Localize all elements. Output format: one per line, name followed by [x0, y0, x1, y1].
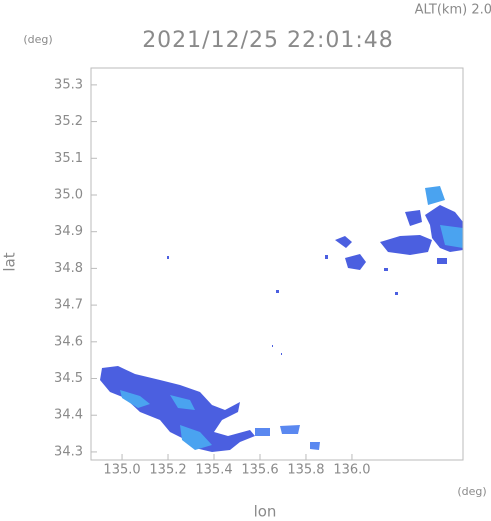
x-axis-label: lon: [254, 503, 277, 521]
radar-echoes: [100, 186, 463, 452]
y-tick-label: 34.7: [54, 298, 83, 313]
y-tick-label: 34.8: [54, 261, 83, 276]
y-tick-label: 34.5: [54, 371, 83, 386]
y-tick-label: 35.3: [54, 77, 83, 92]
y-tick-label: 35.1: [54, 151, 83, 166]
x-tick-label: 135.6: [241, 463, 278, 478]
x-tick-label: 135.8: [287, 463, 324, 478]
y-tick-label: 34.3: [54, 444, 83, 459]
x-tick-label: 135.2: [149, 463, 186, 478]
x-unit: (deg): [457, 485, 486, 498]
chart-title: 2021/12/25 22:01:48: [142, 28, 394, 53]
x-tick-label: 136.0: [333, 463, 370, 478]
x-tick-label: 135.0: [103, 463, 140, 478]
y-tick-label: 35.0: [54, 187, 83, 202]
y-tick-label: 35.2: [54, 114, 83, 129]
plot-frame: [90, 67, 464, 461]
y-tick-label: 34.6: [54, 334, 83, 349]
y-unit: (deg): [23, 33, 52, 46]
y-tick-label: 34.4: [54, 408, 83, 423]
x-tick-label: 135.4: [195, 463, 232, 478]
subtitle: ALT(km) 2.0: [415, 3, 491, 18]
y-axis-label: lat: [1, 252, 19, 271]
y-tick-label: 34.9: [54, 224, 83, 239]
